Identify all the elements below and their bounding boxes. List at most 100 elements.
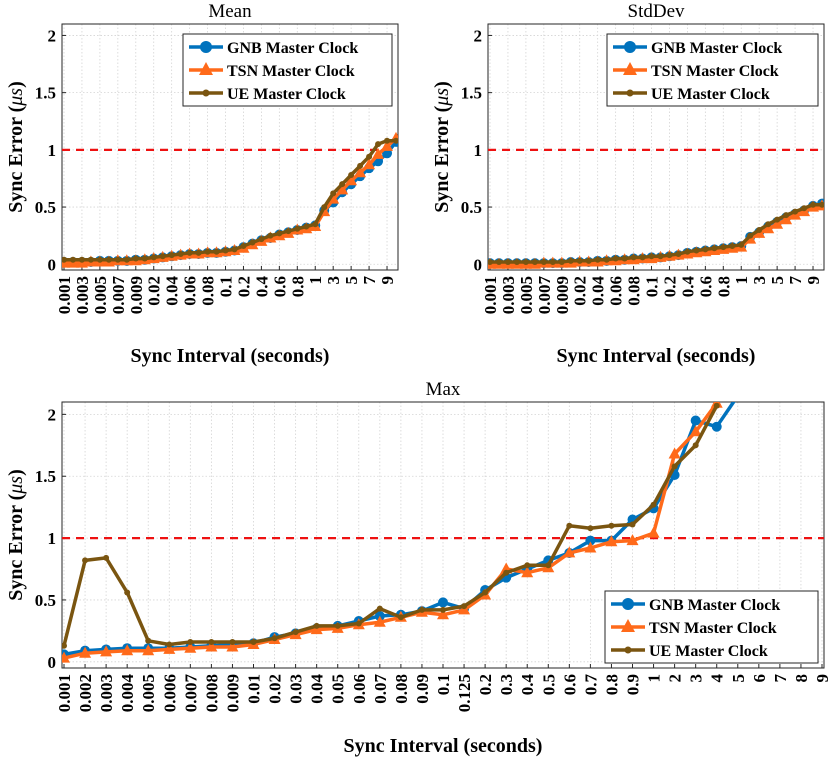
stddev-frame	[487, 23, 825, 271]
max-legend-gnb-master-clock-label: GNB Master Clock	[649, 597, 780, 614]
max-ue-master-clock-point	[82, 557, 89, 564]
mean-ue-master-clock-point	[186, 249, 193, 256]
stddev-ue-master-clock-point	[729, 242, 736, 249]
stddev-xtick-label: 0.8	[714, 276, 733, 297]
max-xtick-label: 0.01	[245, 674, 264, 704]
mean-ue-master-clock-point	[105, 256, 112, 263]
max-ue-master-clock-point	[713, 402, 720, 409]
stddev-ytick-label: 0	[474, 255, 483, 274]
max-ue-master-clock-point	[124, 589, 131, 596]
mean-ue-master-clock-point	[303, 223, 310, 230]
mean-ue-master-clock-point	[62, 256, 67, 263]
max-tsn-master-clock-point	[668, 447, 681, 459]
stddev-ue-master-clock-point	[801, 205, 808, 212]
stddev-xtick-label: 0.4	[678, 276, 697, 298]
max-xtick-label: 3	[687, 674, 706, 683]
mean-series-group	[62, 131, 398, 268]
mean-ue-master-clock-point	[213, 248, 220, 255]
max-xtick-label: 0.07	[371, 674, 390, 704]
stddev-xtick-label: 0.2	[660, 276, 679, 297]
max-legend-gnb-master-clock-marker	[622, 598, 634, 610]
mean-xtick-label: 0.001	[55, 276, 74, 314]
stddev-xtick-label: 0.08	[625, 276, 644, 306]
mean-ue-master-clock-point	[312, 221, 319, 228]
max-gnb-master-clock-point	[438, 597, 448, 608]
mean-legend-tsn-master-clock-marker	[199, 62, 213, 75]
max-xtick-label: 0.002	[76, 674, 95, 712]
max-xtick-label: 9	[813, 674, 831, 683]
max-xtick-label: 0.06	[350, 674, 369, 704]
max-ue-master-clock-point	[545, 562, 552, 569]
mean-ue-master-clock-point	[384, 137, 391, 144]
max-ue-master-clock-point	[166, 641, 173, 648]
max-ue-master-clock-point	[355, 620, 362, 627]
stddev-ue-master-clock-point	[630, 254, 637, 261]
mean-xtick-label: 0.6	[270, 276, 289, 297]
max-xtick-label: 0.7	[581, 674, 600, 696]
stddev-title: StdDev	[628, 1, 686, 22]
max-ue-master-clock-point	[587, 525, 594, 532]
stddev-xtick-label: 0.001	[481, 276, 500, 314]
max-ue-master-clock-point	[608, 522, 615, 529]
max-ue-master-clock-point	[503, 569, 510, 576]
mean-ue-master-clock-point	[222, 247, 229, 254]
max-xtick-label: 0.8	[602, 674, 621, 695]
max-xtick-label: 0.004	[118, 674, 137, 713]
mean-ue-master-clock-point	[78, 256, 85, 263]
max-xtick-label: 0.04	[308, 674, 327, 704]
max-xtick-label: 1	[645, 674, 664, 683]
stddev-ue-master-clock-point	[657, 253, 664, 260]
max-xtick-label: 0.09	[413, 674, 432, 704]
mean-xtick-label: 0.04	[163, 276, 182, 306]
mean-tsn-master-clock-point	[381, 139, 393, 151]
stddev-ue-master-clock-point	[765, 221, 772, 228]
mean-ue-master-clock-point	[366, 153, 373, 160]
max-xtick-label: 2	[666, 674, 685, 683]
mean-xtick-label: 0.007	[109, 276, 128, 315]
max-ue-master-clock-point	[482, 589, 489, 596]
mean-ytick-label: 0	[48, 255, 57, 274]
max-xtick-label: 8	[792, 674, 811, 683]
max-ue-master-clock-line	[62, 404, 719, 647]
stddev-ue-master-clock-point	[693, 247, 700, 254]
stddev-xtick-label: 0.02	[571, 276, 590, 306]
max-tsn-master-clock-point	[626, 534, 639, 546]
mean-legend: GNB Master Clock TSN Master Clock UE Maste…	[182, 33, 393, 107]
stddev-ue-master-clock-point	[702, 246, 709, 253]
mean-legend-gnb-master-clock-label: GNB Master Clock	[227, 40, 358, 57]
stddev-legend-tsn-master-clock-marker	[623, 62, 637, 75]
stddev-ue-master-clock-point	[756, 226, 763, 233]
mean-tsn-master-clock-point	[336, 183, 349, 195]
max-xtick-label: 0.006	[160, 674, 179, 712]
stddev-xtick-label: 0.06	[607, 276, 626, 306]
mean-frame	[61, 23, 399, 271]
mean-ue-master-clock-point	[96, 256, 103, 263]
max-ue-master-clock-point	[208, 639, 215, 646]
mean-ytick-label: 2	[48, 26, 57, 45]
stddev-xtick-label: 7	[786, 276, 805, 285]
stddev-tsn-master-clock-point	[780, 213, 793, 225]
max-ue-master-clock-point	[692, 442, 699, 449]
stddev-ytick-label: 2	[474, 26, 483, 45]
stddev-ue-master-clock-point	[819, 201, 824, 208]
mean-ue-master-clock-point	[348, 172, 355, 179]
mean-xtick-label: 0.02	[145, 276, 164, 306]
max-gnb-master-clock-point	[733, 391, 743, 401]
max-title: Max	[426, 379, 461, 400]
max-tsn-master-clock-point	[62, 651, 70, 663]
max-ue-master-clock-point	[62, 642, 67, 649]
stddev-chart: 00.511.520.0010.0030.0050.0070.0090.020.…	[431, 1, 825, 367]
stddev-xtick-label: 0.005	[517, 276, 536, 314]
stddev-ue-master-clock-point	[747, 232, 754, 239]
stddev-ylabel: Sync Error (μs)	[431, 81, 453, 213]
stddev-ue-master-clock-point	[576, 257, 583, 264]
mean-xtick-label: 0.1	[217, 276, 236, 297]
mean-title: Mean	[208, 1, 252, 22]
stddev-xlabel: Sync Interval (seconds)	[557, 345, 756, 367]
max-legend-tsn-master-clock-label: TSN Master Clock	[649, 620, 777, 637]
max-xtick-label: 7	[771, 674, 790, 683]
max-xtick-label: 5	[729, 674, 748, 683]
max-tsn-master-clock-point	[689, 425, 702, 437]
mean-legend-tsn-master-clock-label: TSN Master Clock	[227, 63, 355, 80]
